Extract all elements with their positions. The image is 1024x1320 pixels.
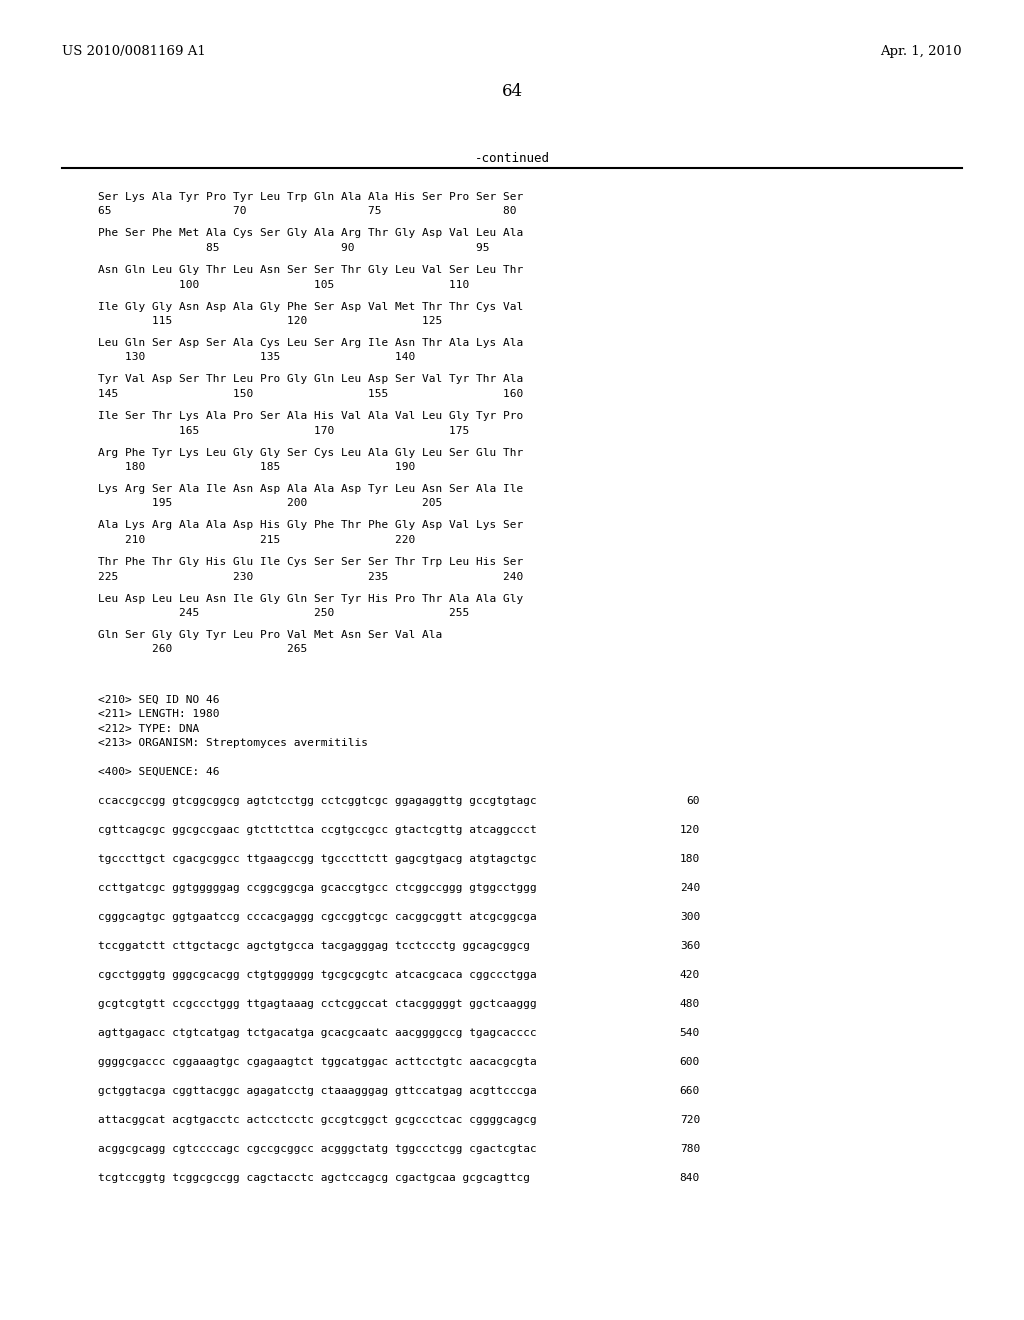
Text: <210> SEQ ID NO 46: <210> SEQ ID NO 46 [98,694,219,705]
Text: tcgtccggtg tcggcgccgg cagctacctc agctccagcg cgactgcaa gcgcagttcg: tcgtccggtg tcggcgccgg cagctacctc agctcca… [98,1173,530,1183]
Text: Ile Ser Thr Lys Ala Pro Ser Ala His Val Ala Val Leu Gly Tyr Pro: Ile Ser Thr Lys Ala Pro Ser Ala His Val … [98,411,523,421]
Text: cgggcagtgc ggtgaatccg cccacgaggg cgccggtcgc cacggcggtt atcgcggcga: cgggcagtgc ggtgaatccg cccacgaggg cgccggt… [98,912,537,921]
Text: 260                 265: 260 265 [98,644,307,655]
Text: 210                 215                 220: 210 215 220 [98,535,416,545]
Text: gcgtcgtgtt ccgccctggg ttgagtaaag cctcggccat ctacgggggt ggctcaaggg: gcgtcgtgtt ccgccctggg ttgagtaaag cctcggc… [98,999,537,1008]
Text: acggcgcagg cgtccccagc cgccgcggcc acgggctatg tggccctcgg cgactcgtac: acggcgcagg cgtccccagc cgccgcggcc acgggct… [98,1144,537,1154]
Text: 64: 64 [502,83,522,100]
Text: 130                 135                 140: 130 135 140 [98,352,416,363]
Text: 100                 105                 110: 100 105 110 [98,280,469,289]
Text: ccaccgccgg gtcggcggcg agtctcctgg cctcggtcgc ggagaggttg gccgtgtagc: ccaccgccgg gtcggcggcg agtctcctgg cctcggt… [98,796,537,807]
Text: Thr Phe Thr Gly His Glu Ile Cys Ser Ser Ser Thr Trp Leu His Ser: Thr Phe Thr Gly His Glu Ile Cys Ser Ser … [98,557,523,568]
Text: 85                  90                  95: 85 90 95 [98,243,489,253]
Text: Tyr Val Asp Ser Thr Leu Pro Gly Gln Leu Asp Ser Val Tyr Thr Ala: Tyr Val Asp Ser Thr Leu Pro Gly Gln Leu … [98,375,523,384]
Text: -continued: -continued [474,152,550,165]
Text: Ser Lys Ala Tyr Pro Tyr Leu Trp Gln Ala Ala His Ser Pro Ser Ser: Ser Lys Ala Tyr Pro Tyr Leu Trp Gln Ala … [98,191,523,202]
Text: Asn Gln Leu Gly Thr Leu Asn Ser Ser Thr Gly Leu Val Ser Leu Thr: Asn Gln Leu Gly Thr Leu Asn Ser Ser Thr … [98,265,523,275]
Text: Leu Asp Leu Leu Asn Ile Gly Gln Ser Tyr His Pro Thr Ala Ala Gly: Leu Asp Leu Leu Asn Ile Gly Gln Ser Tyr … [98,594,523,603]
Text: <212> TYPE: DNA: <212> TYPE: DNA [98,723,200,734]
Text: tgcccttgct cgacgcggcc ttgaagccgg tgcccttctt gagcgtgacg atgtagctgc: tgcccttgct cgacgcggcc ttgaagccgg tgccctt… [98,854,537,865]
Text: cgcctgggtg gggcgcacgg ctgtgggggg tgcgcgcgtc atcacgcaca cggccctgga: cgcctgggtg gggcgcacgg ctgtgggggg tgcgcgc… [98,970,537,979]
Text: 180: 180 [680,854,700,865]
Text: gctggtacga cggttacggc agagatcctg ctaaagggag gttccatgag acgttcccga: gctggtacga cggttacggc agagatcctg ctaaagg… [98,1086,537,1096]
Text: 600: 600 [680,1057,700,1067]
Text: Ala Lys Arg Ala Ala Asp His Gly Phe Thr Phe Gly Asp Val Lys Ser: Ala Lys Arg Ala Ala Asp His Gly Phe Thr … [98,520,523,531]
Text: 840: 840 [680,1173,700,1183]
Text: 780: 780 [680,1144,700,1154]
Text: agttgagacc ctgtcatgag tctgacatga gcacgcaatc aacggggccg tgagcacccc: agttgagacc ctgtcatgag tctgacatga gcacgca… [98,1028,537,1038]
Text: 165                 170                 175: 165 170 175 [98,425,469,436]
Text: 195                 200                 205: 195 200 205 [98,499,442,508]
Text: ccttgatcgc ggtgggggag ccggcggcga gcaccgtgcc ctcggccggg gtggcctggg: ccttgatcgc ggtgggggag ccggcggcga gcaccgt… [98,883,537,894]
Text: <213> ORGANISM: Streptomyces avermitilis: <213> ORGANISM: Streptomyces avermitilis [98,738,368,748]
Text: 120: 120 [680,825,700,836]
Text: 115                 120                 125: 115 120 125 [98,315,442,326]
Text: Phe Ser Phe Met Ala Cys Ser Gly Ala Arg Thr Gly Asp Val Leu Ala: Phe Ser Phe Met Ala Cys Ser Gly Ala Arg … [98,228,523,239]
Text: 480: 480 [680,999,700,1008]
Text: tccggatctt cttgctacgc agctgtgcca tacgagggag tcctccctg ggcagcggcg: tccggatctt cttgctacgc agctgtgcca tacgagg… [98,941,530,950]
Text: Arg Phe Tyr Lys Leu Gly Gly Ser Cys Leu Ala Gly Leu Ser Glu Thr: Arg Phe Tyr Lys Leu Gly Gly Ser Cys Leu … [98,447,523,458]
Text: 660: 660 [680,1086,700,1096]
Text: 60: 60 [686,796,700,807]
Text: 300: 300 [680,912,700,921]
Text: 65                  70                  75                  80: 65 70 75 80 [98,206,516,216]
Text: 420: 420 [680,970,700,979]
Text: <400> SEQUENCE: 46: <400> SEQUENCE: 46 [98,767,219,777]
Text: cgttcagcgc ggcgccgaac gtcttcttca ccgtgccgcc gtactcgttg atcaggccct: cgttcagcgc ggcgccgaac gtcttcttca ccgtgcc… [98,825,537,836]
Text: 225                 230                 235                 240: 225 230 235 240 [98,572,523,582]
Text: 240: 240 [680,883,700,894]
Text: attacggcat acgtgacctc actcctcctc gccgtcggct gcgccctcac cggggcagcg: attacggcat acgtgacctc actcctcctc gccgtcg… [98,1115,537,1125]
Text: 720: 720 [680,1115,700,1125]
Text: 180                 185                 190: 180 185 190 [98,462,416,473]
Text: Apr. 1, 2010: Apr. 1, 2010 [881,45,962,58]
Text: 360: 360 [680,941,700,950]
Text: ggggcgaccc cggaaagtgc cgagaagtct tggcatggac acttcctgtc aacacgcgta: ggggcgaccc cggaaagtgc cgagaagtct tggcatg… [98,1057,537,1067]
Text: Gln Ser Gly Gly Tyr Leu Pro Val Met Asn Ser Val Ala: Gln Ser Gly Gly Tyr Leu Pro Val Met Asn … [98,630,442,640]
Text: US 2010/0081169 A1: US 2010/0081169 A1 [62,45,206,58]
Text: 540: 540 [680,1028,700,1038]
Text: Ile Gly Gly Asn Asp Ala Gly Phe Ser Asp Val Met Thr Thr Cys Val: Ile Gly Gly Asn Asp Ala Gly Phe Ser Asp … [98,301,523,312]
Text: 245                 250                 255: 245 250 255 [98,609,469,618]
Text: Lys Arg Ser Ala Ile Asn Asp Ala Ala Asp Tyr Leu Asn Ser Ala Ile: Lys Arg Ser Ala Ile Asn Asp Ala Ala Asp … [98,484,523,494]
Text: 145                 150                 155                 160: 145 150 155 160 [98,389,523,399]
Text: Leu Gln Ser Asp Ser Ala Cys Leu Ser Arg Ile Asn Thr Ala Lys Ala: Leu Gln Ser Asp Ser Ala Cys Leu Ser Arg … [98,338,523,348]
Text: <211> LENGTH: 1980: <211> LENGTH: 1980 [98,709,219,719]
